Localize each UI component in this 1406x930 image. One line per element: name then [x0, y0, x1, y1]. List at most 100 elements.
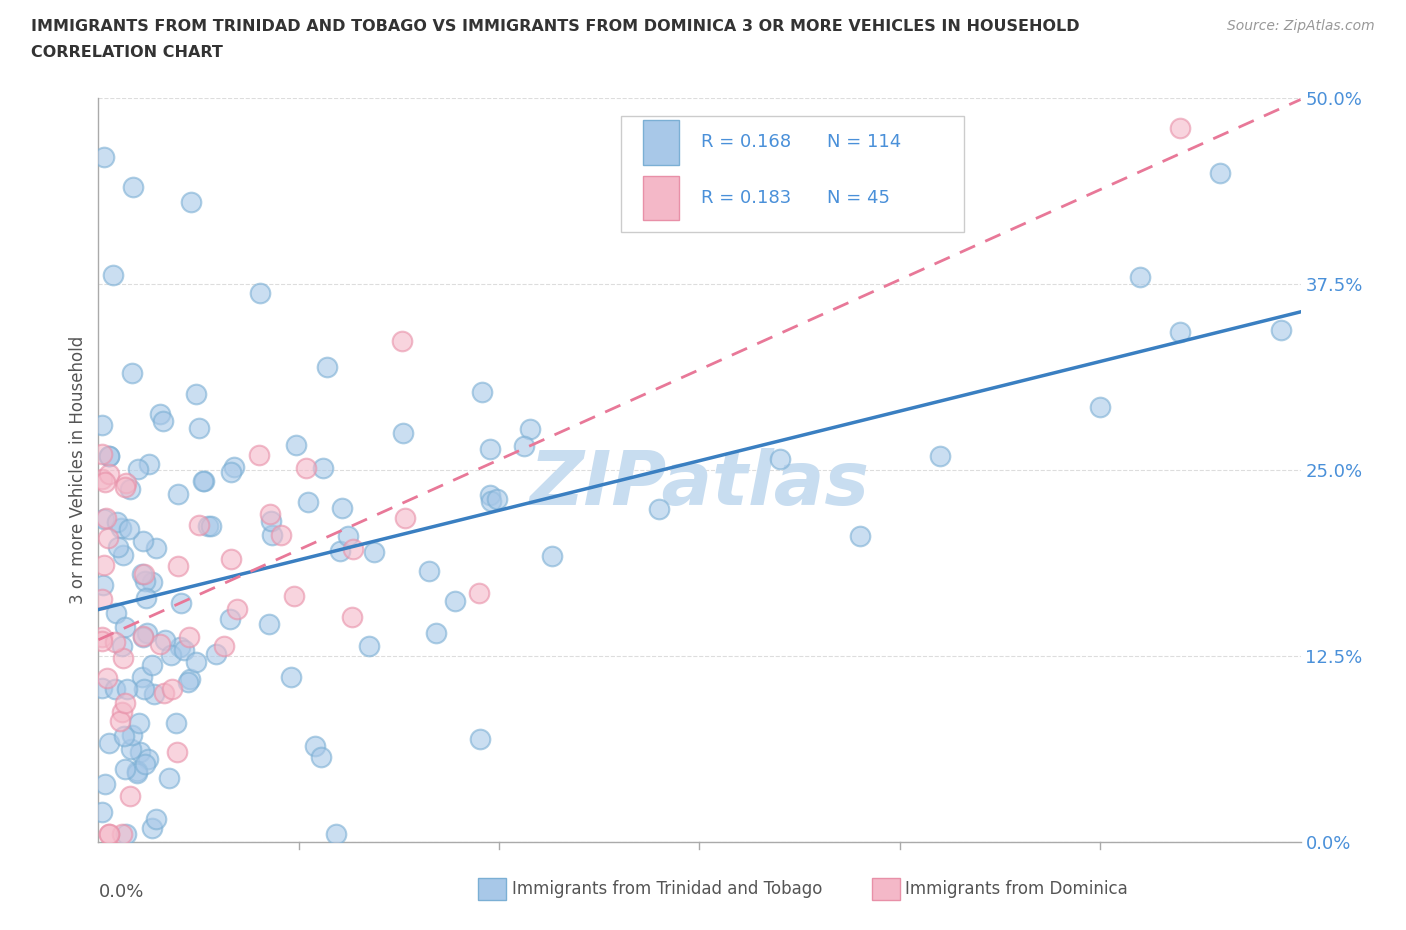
- Point: [141, 820, 163, 835]
- Point: [153, 686, 176, 701]
- Point: [849, 529, 872, 544]
- Point: [249, 286, 271, 300]
- Point: [768, 451, 790, 466]
- Point: [114, 479, 136, 494]
- Point: [141, 575, 163, 590]
- Point: [160, 648, 183, 663]
- Point: [97, 736, 120, 751]
- Point: [392, 426, 415, 441]
- Point: [112, 651, 135, 666]
- Point: [132, 630, 155, 644]
- Point: [470, 384, 492, 399]
- Point: [98, 827, 121, 842]
- Point: [111, 548, 134, 563]
- Point: [218, 612, 240, 627]
- Point: [94, 474, 117, 489]
- Point: [260, 527, 283, 542]
- Point: [132, 628, 155, 643]
- Point: [391, 333, 413, 348]
- FancyBboxPatch shape: [621, 116, 965, 232]
- Point: [114, 619, 136, 634]
- Point: [94, 777, 117, 791]
- Point: [478, 487, 501, 502]
- Point: [357, 638, 380, 653]
- Point: [115, 682, 138, 697]
- Point: [180, 194, 202, 209]
- Point: [187, 420, 209, 435]
- Point: [157, 770, 180, 785]
- Point: [200, 519, 222, 534]
- Point: [316, 360, 339, 375]
- Point: [1088, 399, 1111, 414]
- Point: [110, 521, 132, 536]
- Point: [187, 517, 209, 532]
- Point: [118, 788, 141, 803]
- Text: N = 45: N = 45: [827, 189, 890, 207]
- Point: [98, 448, 121, 463]
- Point: [121, 728, 143, 743]
- Point: [184, 654, 207, 669]
- Point: [104, 605, 127, 620]
- Point: [114, 696, 136, 711]
- Point: [304, 738, 326, 753]
- Point: [173, 643, 195, 658]
- Point: [129, 745, 152, 760]
- Point: [283, 589, 305, 604]
- Point: [193, 473, 215, 488]
- Point: [166, 745, 188, 760]
- Point: [122, 179, 145, 194]
- Text: ZIPatlas: ZIPatlas: [530, 448, 869, 521]
- Point: [259, 507, 281, 522]
- Point: [479, 494, 502, 509]
- Point: [541, 548, 564, 563]
- Point: [311, 750, 333, 764]
- Point: [225, 602, 247, 617]
- Point: [135, 591, 157, 605]
- Point: [363, 545, 385, 560]
- Point: [94, 511, 117, 525]
- Point: [141, 658, 163, 672]
- Point: [468, 732, 491, 747]
- Point: [1170, 325, 1192, 339]
- Point: [91, 591, 114, 606]
- Point: [104, 634, 127, 649]
- Point: [312, 460, 335, 475]
- FancyBboxPatch shape: [643, 120, 679, 165]
- Point: [114, 761, 136, 776]
- Point: [111, 638, 134, 653]
- Point: [118, 522, 141, 537]
- Point: [179, 671, 201, 686]
- Point: [1170, 121, 1192, 136]
- Point: [134, 573, 156, 588]
- Point: [165, 715, 187, 730]
- Point: [91, 629, 114, 644]
- Point: [97, 531, 120, 546]
- Point: [96, 671, 118, 685]
- Point: [342, 541, 364, 556]
- Point: [125, 765, 148, 780]
- Point: [91, 446, 114, 461]
- Point: [112, 728, 135, 743]
- Point: [127, 462, 149, 477]
- Point: [297, 495, 319, 510]
- Point: [425, 626, 447, 641]
- Point: [120, 741, 142, 756]
- Point: [340, 610, 363, 625]
- Point: [418, 564, 440, 578]
- Point: [247, 447, 270, 462]
- Point: [125, 764, 148, 778]
- Point: [468, 585, 491, 600]
- Point: [295, 460, 318, 475]
- Point: [1270, 323, 1292, 338]
- Point: [330, 501, 353, 516]
- Point: [91, 472, 114, 486]
- Point: [212, 639, 235, 654]
- Point: [443, 594, 465, 609]
- Text: R = 0.183: R = 0.183: [700, 189, 792, 207]
- Point: [111, 704, 134, 719]
- Point: [138, 752, 160, 767]
- Point: [104, 682, 127, 697]
- Text: Immigrants from Dominica: Immigrants from Dominica: [905, 880, 1128, 898]
- Point: [91, 634, 114, 649]
- Point: [929, 449, 952, 464]
